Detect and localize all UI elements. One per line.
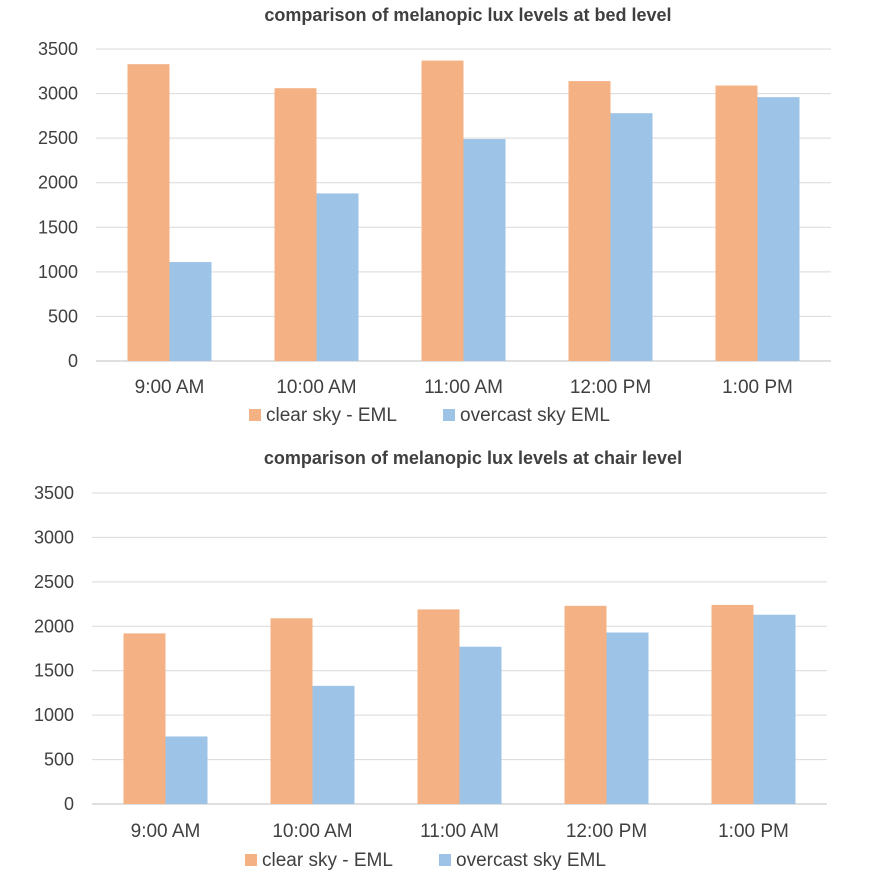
y-tick-label: 3500: [34, 483, 74, 503]
y-tick-label: 1000: [38, 262, 78, 282]
y-tick-label: 0: [68, 351, 78, 371]
legend-label-overcast-sky: overcast sky EML: [460, 405, 610, 426]
x-category-label: 11:00 AM: [420, 821, 499, 842]
legend: clear sky - EML overcast sky EML: [245, 850, 606, 871]
x-category-label: 9:00 AM: [135, 377, 205, 398]
bar-clear-sky: [711, 604, 754, 804]
legend-swatch-clear-sky: [249, 409, 261, 421]
y-tick-label: 1500: [38, 217, 78, 237]
chart-title: comparison of melanopic lux levels at be…: [264, 5, 671, 25]
bar-overcast-sky: [753, 614, 796, 804]
y-tick-label: 1500: [34, 661, 74, 681]
legend-swatch-overcast-sky: [443, 409, 455, 421]
x-category-label: 12:00 PM: [566, 821, 647, 842]
y-tick-label: 2000: [34, 616, 74, 636]
chart-bed-level: comparison of melanopic lux levels at be…: [38, 5, 831, 426]
y-tick-label: 2500: [34, 572, 74, 592]
chart-title: comparison of melanopic lux levels at ch…: [264, 448, 682, 468]
legend-swatch-clear-sky: [245, 854, 257, 866]
legend-label-overcast-sky: overcast sky EML: [456, 850, 606, 871]
bar-clear-sky: [568, 81, 611, 361]
bar-clear-sky: [564, 605, 607, 804]
x-category-label: 1:00 PM: [722, 377, 793, 398]
legend-label-clear-sky: clear sky - EML: [262, 850, 393, 871]
y-tick-label: 0: [64, 794, 74, 814]
x-category-label: 10:00 AM: [272, 821, 352, 842]
legend: clear sky - EML overcast sky EML: [249, 405, 610, 426]
y-tick-label: 3000: [38, 84, 78, 104]
y-tick-label: 500: [44, 750, 74, 770]
x-category-label: 9:00 AM: [131, 821, 201, 842]
legend-label-clear-sky: clear sky - EML: [266, 405, 397, 426]
bar-overcast-sky: [606, 632, 649, 804]
chart-chair-level: comparison of melanopic lux levels at ch…: [34, 448, 827, 871]
y-tick-label: 1000: [34, 705, 74, 725]
bar-clear-sky: [127, 64, 170, 361]
bar-overcast-sky: [165, 736, 208, 804]
legend-swatch-overcast-sky: [439, 854, 451, 866]
bar-clear-sky: [715, 85, 758, 361]
bar-overcast-sky: [757, 97, 800, 361]
bar-clear-sky: [417, 609, 460, 804]
x-category-label: 12:00 PM: [570, 377, 651, 398]
bar-overcast-sky: [312, 685, 355, 804]
y-tick-label: 3500: [38, 39, 78, 59]
bar-overcast-sky: [459, 646, 502, 804]
bar-overcast-sky: [316, 193, 359, 361]
y-tick-label: 2000: [38, 173, 78, 193]
x-category-label: 11:00 AM: [424, 377, 503, 398]
bar-clear-sky: [270, 618, 313, 804]
x-category-label: 10:00 AM: [276, 377, 356, 398]
bar-overcast-sky: [610, 113, 653, 361]
x-category-label: 1:00 PM: [718, 821, 789, 842]
bar-overcast-sky: [169, 262, 212, 361]
y-tick-label: 500: [48, 306, 78, 326]
bar-overcast-sky: [463, 139, 506, 361]
y-tick-label: 3000: [34, 527, 74, 547]
bar-clear-sky: [123, 633, 166, 804]
y-tick-label: 2500: [38, 128, 78, 148]
bar-clear-sky: [421, 60, 464, 362]
bar-clear-sky: [274, 88, 317, 362]
